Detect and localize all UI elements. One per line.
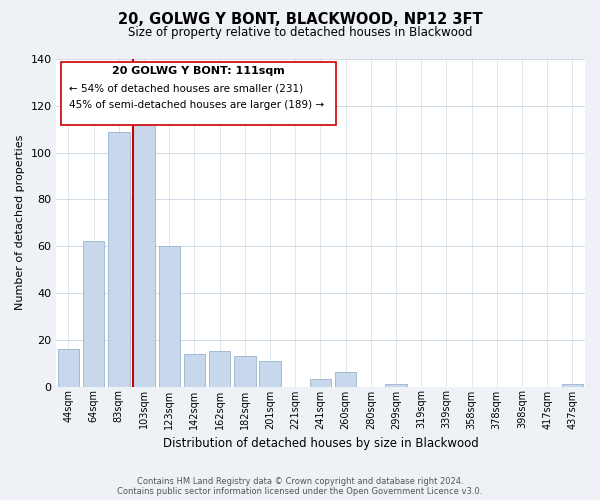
FancyBboxPatch shape [61,62,336,124]
Text: 20, GOLWG Y BONT, BLACKWOOD, NP12 3FT: 20, GOLWG Y BONT, BLACKWOOD, NP12 3FT [118,12,482,28]
Bar [209,352,230,386]
Bar [184,354,205,386]
Text: Contains public sector information licensed under the Open Government Licence v3: Contains public sector information licen… [118,486,482,496]
Text: 20 GOLWG Y BONT: 111sqm: 20 GOLWG Y BONT: 111sqm [112,66,285,76]
Bar [562,384,583,386]
Text: 45% of semi-detached houses are larger (189) →: 45% of semi-detached houses are larger (… [69,100,324,110]
Bar [158,246,180,386]
Bar [385,384,407,386]
Bar [310,380,331,386]
Y-axis label: Number of detached properties: Number of detached properties [15,135,25,310]
X-axis label: Distribution of detached houses by size in Blackwood: Distribution of detached houses by size … [163,437,478,450]
Bar [108,132,130,386]
Text: ← 54% of detached houses are smaller (231): ← 54% of detached houses are smaller (23… [69,84,303,94]
Text: Contains HM Land Registry data © Crown copyright and database right 2024.: Contains HM Land Registry data © Crown c… [137,476,463,486]
Bar [259,361,281,386]
Text: Size of property relative to detached houses in Blackwood: Size of property relative to detached ho… [128,26,472,39]
Bar [335,372,356,386]
Bar [83,242,104,386]
Bar [133,113,155,386]
Bar [234,356,256,386]
Bar [58,349,79,387]
